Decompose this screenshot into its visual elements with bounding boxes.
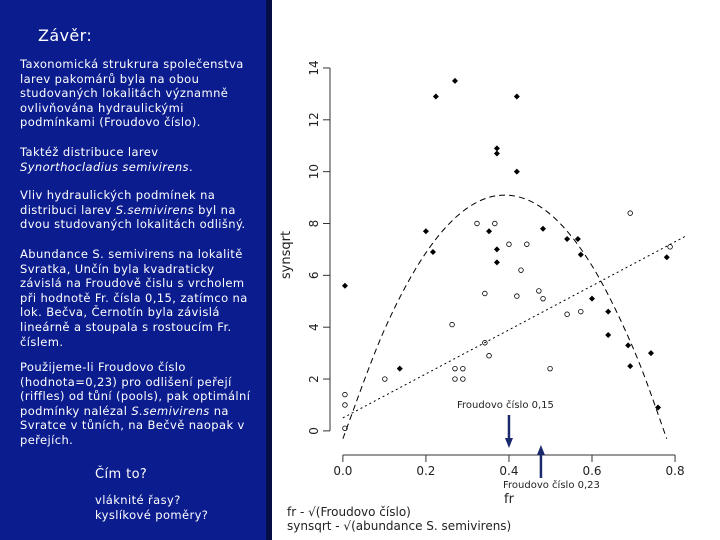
y-tick-label: 0 — [307, 427, 321, 435]
point — [663, 254, 670, 261]
annotation-arrowhead — [536, 445, 545, 455]
footnote: fr - √(Froudovo číslo) — [287, 505, 411, 519]
point — [667, 244, 673, 250]
y-tick-label: 6 — [307, 272, 321, 280]
point — [578, 308, 584, 315]
point — [429, 249, 436, 256]
point — [574, 236, 581, 243]
point — [452, 365, 458, 372]
point — [382, 376, 388, 382]
point — [342, 402, 348, 408]
answer: kyslíkové poměry? — [95, 508, 209, 522]
plot-area — [341, 77, 688, 439]
y-tick-label: 14 — [307, 60, 321, 75]
x-tick-label: 0.2 — [416, 464, 435, 478]
point — [514, 293, 520, 299]
point — [449, 321, 455, 328]
y-tick-label: 8 — [307, 220, 321, 228]
text-panel: Závěr: Taxonomická strukrura společenstv… — [0, 0, 272, 540]
point — [655, 404, 662, 411]
text-segment: byl na dvou studovaných lokalitách odliš… — [20, 202, 246, 232]
annotation-text: Froudovo číslo 0,23 — [503, 479, 600, 491]
x-tick-label: 0.8 — [666, 464, 685, 478]
point — [492, 220, 498, 227]
text-segment: Taxonomická strukrura společenstva larev… — [20, 57, 244, 130]
y-tick-label: 2 — [307, 375, 321, 383]
point — [342, 391, 348, 398]
point — [506, 241, 512, 247]
text-segment: . — [188, 159, 193, 174]
text-segment: Použijeme-li Froudovo číslo (hodnota=0,2… — [20, 360, 251, 418]
point — [493, 259, 500, 266]
point — [536, 288, 542, 294]
text-segment: S.semivirens — [131, 403, 210, 418]
point — [474, 220, 480, 227]
text-segment: Taktéž distribuce larev — [20, 145, 159, 159]
point — [513, 93, 520, 100]
annotation-text: Froudovo číslo 0,15 — [457, 399, 554, 411]
point — [460, 376, 466, 382]
point — [451, 77, 458, 84]
footnote: synsqrt - √(abundance S. semivirens) — [287, 519, 511, 533]
text-segment: Synorthocladius semivirens — [20, 159, 189, 174]
point — [482, 290, 488, 297]
x-axis-label: fr — [504, 492, 515, 507]
point — [577, 251, 584, 258]
point — [493, 145, 500, 152]
point — [524, 241, 530, 247]
point — [605, 331, 612, 338]
point — [540, 295, 546, 302]
x-tick-label: 0.6 — [582, 464, 601, 478]
point — [341, 282, 348, 289]
point — [589, 295, 596, 302]
point — [432, 93, 439, 100]
point — [342, 425, 348, 431]
slide-title: Závěr: — [38, 26, 93, 45]
paragraph: Taktéž distribuce larev Synorthocladius … — [20, 145, 256, 174]
paragraph: Abundance S. semivirens na lokalitě Svra… — [20, 247, 256, 349]
point — [605, 308, 612, 315]
text-segment: na Svratce v tůních, na Bečvě naopak v p… — [20, 403, 245, 447]
paragraph: Použijeme-li Froudovo číslo (hodnota=0,2… — [20, 360, 256, 448]
point — [513, 168, 520, 175]
point — [564, 236, 571, 243]
paragraph: Vliv hydraulických podmínek na distribuc… — [20, 188, 256, 232]
point — [540, 225, 547, 232]
point — [486, 228, 493, 235]
text-segment: Vliv hydraulických podmínek na distribuc… — [20, 188, 216, 217]
paragraph: Taxonomická strukrura společenstva larev… — [20, 57, 256, 130]
point — [627, 210, 633, 216]
y-tick-label: 10 — [307, 164, 321, 179]
point — [627, 363, 634, 370]
point — [396, 365, 403, 372]
point — [460, 365, 466, 372]
point — [493, 246, 500, 253]
annotation-arrowhead — [504, 438, 513, 448]
point — [486, 353, 492, 359]
x-tick-label: 0.4 — [499, 464, 518, 478]
point — [564, 311, 570, 317]
answer: vláknité řasy? — [95, 493, 181, 507]
point — [493, 150, 500, 157]
y-tick-label: 4 — [307, 323, 321, 331]
point — [482, 340, 488, 346]
point — [422, 228, 429, 235]
point — [452, 376, 458, 382]
x-tick-label: 0.0 — [333, 464, 352, 478]
text-segment: S.semivirens — [115, 202, 195, 217]
y-tick-label: 12 — [307, 112, 321, 127]
question: Čím to? — [95, 467, 148, 482]
point — [647, 350, 654, 357]
point — [547, 365, 553, 372]
y-axis-label: synsqrt — [279, 231, 294, 279]
point — [518, 267, 524, 273]
point — [625, 342, 632, 349]
fit-line — [342, 234, 688, 419]
text-segment: Abundance S. semivirens na lokalitě Svra… — [20, 247, 248, 349]
